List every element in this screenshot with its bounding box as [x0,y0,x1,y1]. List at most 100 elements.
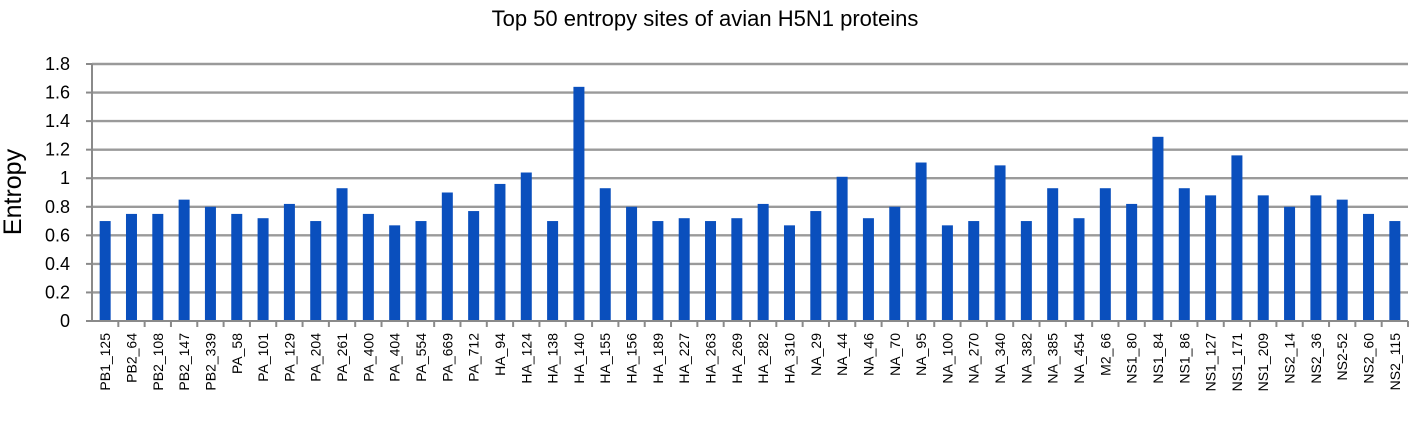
bar [415,221,427,321]
x-tick-label: HA_138 [545,333,561,384]
bar [915,162,927,321]
x-tick-label: HA_94 [492,333,508,376]
x-tick-label: PA_204 [308,333,324,382]
y-axis-label: Entropy [0,148,27,235]
x-tick-label: HA_155 [597,333,613,384]
x-tick-label: PA_404 [387,333,403,382]
x-tick-label: HA_140 [571,333,587,384]
x-tick-label: NA_29 [808,333,824,376]
x-tick-label: NA_385 [1045,333,1061,384]
bars [99,86,1401,321]
x-tick-label: NA_382 [1018,333,1034,384]
bar [1099,188,1111,321]
y-tick-label: 0.8 [45,197,70,217]
bar [1020,221,1032,321]
x-tick-label: NS2_36 [1308,333,1324,384]
x-tick-label: NA_95 [913,333,929,376]
bar [283,203,295,321]
x-tick-label: PA_129 [281,333,297,382]
y-tick-label: 1.8 [45,54,70,74]
x-tick-label: HA_156 [624,333,640,384]
bar [862,218,874,321]
bar [468,211,480,321]
bar [1257,195,1269,321]
bar [204,206,216,321]
x-tick-label: NS1_84 [1150,333,1166,384]
y-tick-label: 0.2 [45,282,70,302]
bar [1363,213,1375,321]
bar [1336,199,1348,321]
bar [731,218,743,321]
y-tick-label: 0.6 [45,225,70,245]
y-tick-label: 1.4 [45,111,70,131]
bar [652,221,664,321]
x-tick-label: NS2_14 [1282,333,1298,384]
bar [520,172,532,321]
x-tick-label: NS1_127 [1203,333,1219,392]
x-tick-label: HA_263 [703,333,719,384]
bar [441,192,453,321]
bar [1178,188,1190,321]
chart-title: Top 50 entropy sites of avian H5N1 prote… [492,6,919,31]
bar [573,86,585,321]
x-tick-label: NS1_171 [1229,333,1245,392]
x-tick-label: PA_400 [360,333,376,382]
x-tick-label: HA_269 [729,333,745,384]
y-tick-labels: 0 0.2 0.4 0.6 0.8 1 1.2 1.4 1.6 1.8 [45,54,70,331]
bar [1231,155,1243,321]
x-tick-label: HA_189 [650,333,666,384]
x-tick-label: PA_101 [255,333,271,382]
bar [1205,195,1217,321]
bar [152,213,164,321]
bar [1389,221,1401,321]
x-tick-label: M2_66 [1097,333,1113,376]
bar [705,221,717,321]
bar [310,221,322,321]
bar [836,176,848,321]
bar [1152,136,1164,321]
bar [889,206,901,321]
bar [678,218,690,321]
x-tick-label: PB2_64 [123,333,139,383]
bar [336,188,348,321]
bar [231,213,243,321]
x-tick-label: PB2_339 [202,333,218,391]
x-tick-label: PB1_125 [97,333,113,391]
bar [99,221,111,321]
bar [125,213,137,321]
x-tick-label: PA_669 [439,333,455,382]
x-tick-label: PA_712 [466,333,482,382]
y-tick-label: 1.6 [45,83,70,103]
axes [86,63,1409,327]
x-tick-label: PB2_147 [176,333,192,391]
y-tick-label: 1.2 [45,140,70,160]
x-tick-label: NA_46 [860,333,876,376]
bar [810,211,822,321]
x-tick-label: HA_124 [518,333,534,384]
bar [1310,195,1322,321]
y-tick-label: 1 [60,168,70,188]
x-tick-labels: PB1_125 PB2_64 PB2_108 PB2_147 PB2_339 PA_58 P… [97,333,1403,392]
bar [783,225,795,321]
bar [1126,203,1138,321]
bar [599,188,611,321]
x-tick-label: PB2_108 [150,333,166,391]
bar [757,203,769,321]
y-tick-label: 0 [60,311,70,331]
bar [994,165,1006,321]
x-tick-label: NS2-52 [1334,333,1350,381]
x-tick-label: NS1_86 [1176,333,1192,384]
x-tick-label: HA_227 [676,333,692,384]
x-tick-label: HA_310 [781,333,797,384]
bar [626,206,638,321]
x-tick-label: PA_554 [413,333,429,382]
bar [257,218,269,321]
x-tick-label: NS1_209 [1255,333,1271,392]
bar [1284,206,1296,321]
x-tick-label: PA_261 [334,333,350,382]
bar [547,221,559,321]
bar [1073,218,1085,321]
bar [178,199,190,321]
x-tick-label: NA_100 [939,333,955,384]
